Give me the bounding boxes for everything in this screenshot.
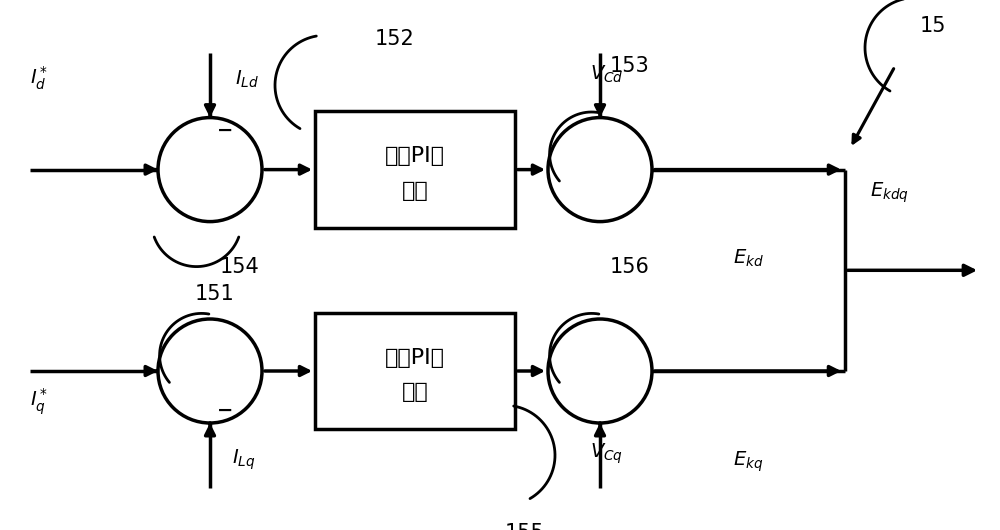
Text: 第三PI控: 第三PI控 bbox=[385, 348, 445, 368]
Text: 156: 156 bbox=[610, 258, 650, 277]
Text: $I_d^*$: $I_d^*$ bbox=[30, 64, 48, 92]
Text: $E_{kq}$: $E_{kq}$ bbox=[733, 449, 764, 473]
Text: −: − bbox=[217, 401, 234, 420]
Text: −: − bbox=[217, 121, 234, 140]
Text: 15: 15 bbox=[920, 16, 946, 37]
Text: $V_{Cd}$: $V_{Cd}$ bbox=[590, 64, 624, 85]
Text: $I_q^*$: $I_q^*$ bbox=[30, 386, 48, 417]
Text: 制器: 制器 bbox=[402, 382, 428, 402]
Bar bbox=[315, 111, 515, 228]
Text: 第二PI控: 第二PI控 bbox=[385, 146, 445, 166]
Text: 155: 155 bbox=[505, 523, 545, 530]
Text: 151: 151 bbox=[195, 284, 235, 304]
Text: $E_{kd}$: $E_{kd}$ bbox=[733, 248, 764, 269]
Text: $E_{kdq}$: $E_{kdq}$ bbox=[870, 180, 909, 205]
Text: 153: 153 bbox=[610, 56, 650, 76]
Text: $I_{Ld}$: $I_{Ld}$ bbox=[235, 69, 259, 90]
Text: 制器: 制器 bbox=[402, 181, 428, 201]
Text: 152: 152 bbox=[375, 29, 415, 49]
Text: $V_{Cq}$: $V_{Cq}$ bbox=[590, 442, 623, 466]
Text: 154: 154 bbox=[220, 258, 260, 277]
Bar bbox=[315, 313, 515, 429]
Text: $I_{Lq}$: $I_{Lq}$ bbox=[232, 447, 255, 472]
